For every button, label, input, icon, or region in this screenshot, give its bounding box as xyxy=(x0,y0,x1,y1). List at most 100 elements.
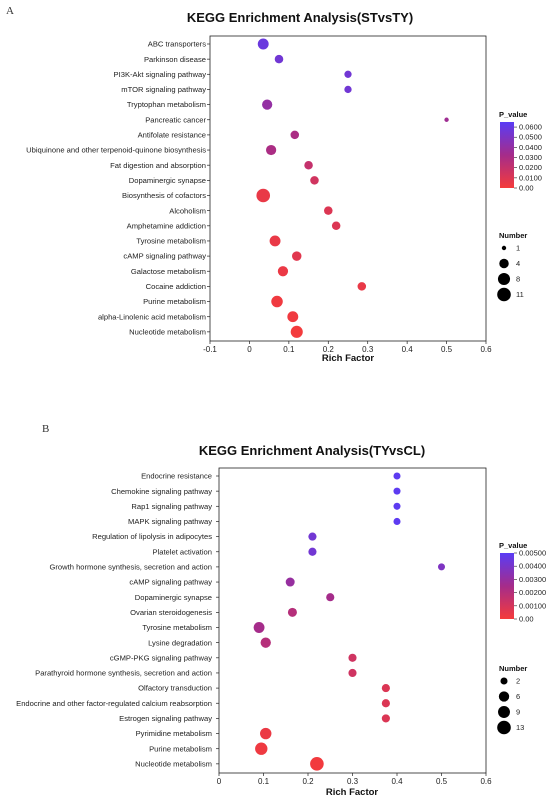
size-legend-label: 1 xyxy=(516,244,520,253)
y-tick-label: Cocaine addiction xyxy=(146,282,206,291)
panel-b-number-legend: Number 2 6 9 13 xyxy=(497,664,527,735)
data-point xyxy=(290,325,303,338)
size-legend-dot xyxy=(497,287,511,302)
panel-a: A KEGG Enrichment Analysis(STvsTY) ABC t… xyxy=(6,5,542,364)
size-legend-label: 8 xyxy=(516,275,520,284)
y-tick-label: Ubiquinone and other terpenoid-quinone b… xyxy=(26,146,206,155)
y-tick-label: Growth hormone synthesis, secretion and … xyxy=(49,563,212,572)
data-point xyxy=(326,593,335,602)
x-tick-label: 0.3 xyxy=(347,777,359,786)
data-point xyxy=(331,221,341,231)
panel-a-x-ticks: -0.1 0 0.1 0.2 0.3 0.4 0.5 0.6 xyxy=(203,341,492,354)
data-point xyxy=(344,70,352,78)
colorbar-tick-label: 0.00500 xyxy=(519,549,546,558)
data-point xyxy=(310,757,324,771)
data-point xyxy=(308,547,317,556)
y-tick-label: Antifolate resistance xyxy=(138,131,206,140)
colorbar-tick-label: 0.00100 xyxy=(519,601,546,610)
data-point xyxy=(310,176,319,185)
size-legend-label: 6 xyxy=(516,692,520,701)
y-tick-label: Rap1 signaling pathway xyxy=(131,502,212,511)
y-tick-label: Dopaminergic synapse xyxy=(129,176,206,185)
data-point xyxy=(255,742,268,755)
colorbar-tick-label: 0.00300 xyxy=(519,575,546,584)
data-point xyxy=(269,235,281,247)
data-point xyxy=(304,160,313,170)
size-legend-label: 11 xyxy=(516,290,524,299)
x-tick-label: 0.2 xyxy=(323,345,335,354)
panel-a-y-labels: ABC transporters Parkinson disease PI3K-Ak… xyxy=(26,40,210,336)
data-point xyxy=(256,188,271,203)
panel-a-x-axis-label: Rich Factor xyxy=(322,353,375,364)
y-tick-label: cAMP signaling pathway xyxy=(129,578,212,587)
y-tick-label: Olfactory transduction xyxy=(138,684,212,693)
panel-b-pvalue-legend: P_value 0.005000.004000.003000.002000.00… xyxy=(499,541,546,624)
colorbar-tick-label: 0.0300 xyxy=(519,153,542,162)
panel-b-plot-frame xyxy=(218,467,487,774)
y-tick-label: Parkinson disease xyxy=(144,55,206,64)
data-point xyxy=(393,487,401,495)
x-tick-label: 0.6 xyxy=(480,777,492,786)
size-legend-dot xyxy=(497,272,511,286)
data-point xyxy=(344,85,352,94)
colorbar-tick-label: 0.00200 xyxy=(519,588,546,597)
y-tick-label: Pyrimidine metabolism xyxy=(136,729,212,738)
x-tick-label: 0.4 xyxy=(402,345,414,354)
data-point xyxy=(253,622,265,633)
y-tick-label: Platelet activation xyxy=(152,547,212,556)
data-point xyxy=(262,99,273,110)
x-tick-label: 0.5 xyxy=(436,777,448,786)
data-point xyxy=(287,607,297,617)
y-tick-label: Fat digestion and absorption xyxy=(110,161,206,170)
y-tick-label: Tryptophan metabolism xyxy=(127,100,206,109)
panel-a-pvalue-legend-title: P_value xyxy=(499,110,527,119)
y-tick-label: Tyrosine metabolism xyxy=(136,237,206,246)
y-tick-label: Estrogen signaling pathway xyxy=(119,714,212,723)
size-legend-label: 13 xyxy=(516,723,524,732)
size-legend-dot xyxy=(498,706,510,718)
size-legend-dot xyxy=(497,720,511,735)
data-point xyxy=(271,295,283,308)
panel-b-pvalue-ticks: 0.00500 0.00400 0.00300 0.00200 0.00100 0.00 xyxy=(514,549,546,624)
y-tick-label: Parathyroid hormone synthesis, secretion… xyxy=(35,669,212,678)
data-point xyxy=(277,266,289,277)
colorbar-tick-label: 0.0600 xyxy=(519,123,542,132)
y-tick-label: Purine metabolism xyxy=(149,744,212,753)
y-tick-label: ABC transporters xyxy=(148,40,206,49)
x-tick-label: 0 xyxy=(247,345,252,354)
x-tick-label: 0.5 xyxy=(441,345,453,354)
y-tick-label: Dopaminergic synapse xyxy=(135,593,212,602)
panel-b-number-items: 2 6 9 13 xyxy=(497,677,524,735)
y-tick-label: Biosynthesis of cofactors xyxy=(122,191,206,200)
data-point xyxy=(324,206,333,215)
y-tick-label: Lysine degradation xyxy=(148,638,212,647)
size-legend-label: 4 xyxy=(516,259,520,268)
colorbar-tick-label: 0.0200 xyxy=(519,163,542,172)
data-point xyxy=(393,517,401,525)
colorbar-tick-label: 0.00400 xyxy=(519,562,546,571)
panel-a-label: A xyxy=(6,5,14,17)
panel-b-label: B xyxy=(42,423,49,435)
data-point xyxy=(257,38,269,50)
data-point xyxy=(266,144,277,156)
panel-a-points xyxy=(256,38,449,338)
y-tick-label: Chemokine signaling pathway xyxy=(111,487,212,496)
data-point xyxy=(285,577,295,587)
colorbar-tick-label: 0.0500 xyxy=(519,133,542,142)
colorbar-tick-label: 0.00 xyxy=(519,184,534,193)
panel-a-number-legend-title: Number xyxy=(499,231,527,240)
x-tick-label: 0.6 xyxy=(480,345,492,354)
panel-b-points xyxy=(253,472,446,771)
panel-a-plot-frame xyxy=(209,35,487,342)
data-point xyxy=(260,727,272,740)
panel-a-pvalue-legend: P_value 0.06000.05000.04000.03000.02000.… xyxy=(499,110,542,193)
colorbar-tick-label: 0.0100 xyxy=(519,173,542,182)
data-point xyxy=(381,699,390,708)
x-tick-label: 0.4 xyxy=(391,777,403,786)
data-point xyxy=(274,54,284,64)
panel-a-title: KEGG Enrichment Analysis(STvsTY) xyxy=(187,10,413,25)
y-tick-label: Regulation of lipolysis in adipocytes xyxy=(92,532,212,541)
x-tick-label: 0.3 xyxy=(362,345,374,354)
panel-b-x-axis-label: Rich Factor xyxy=(326,787,379,798)
